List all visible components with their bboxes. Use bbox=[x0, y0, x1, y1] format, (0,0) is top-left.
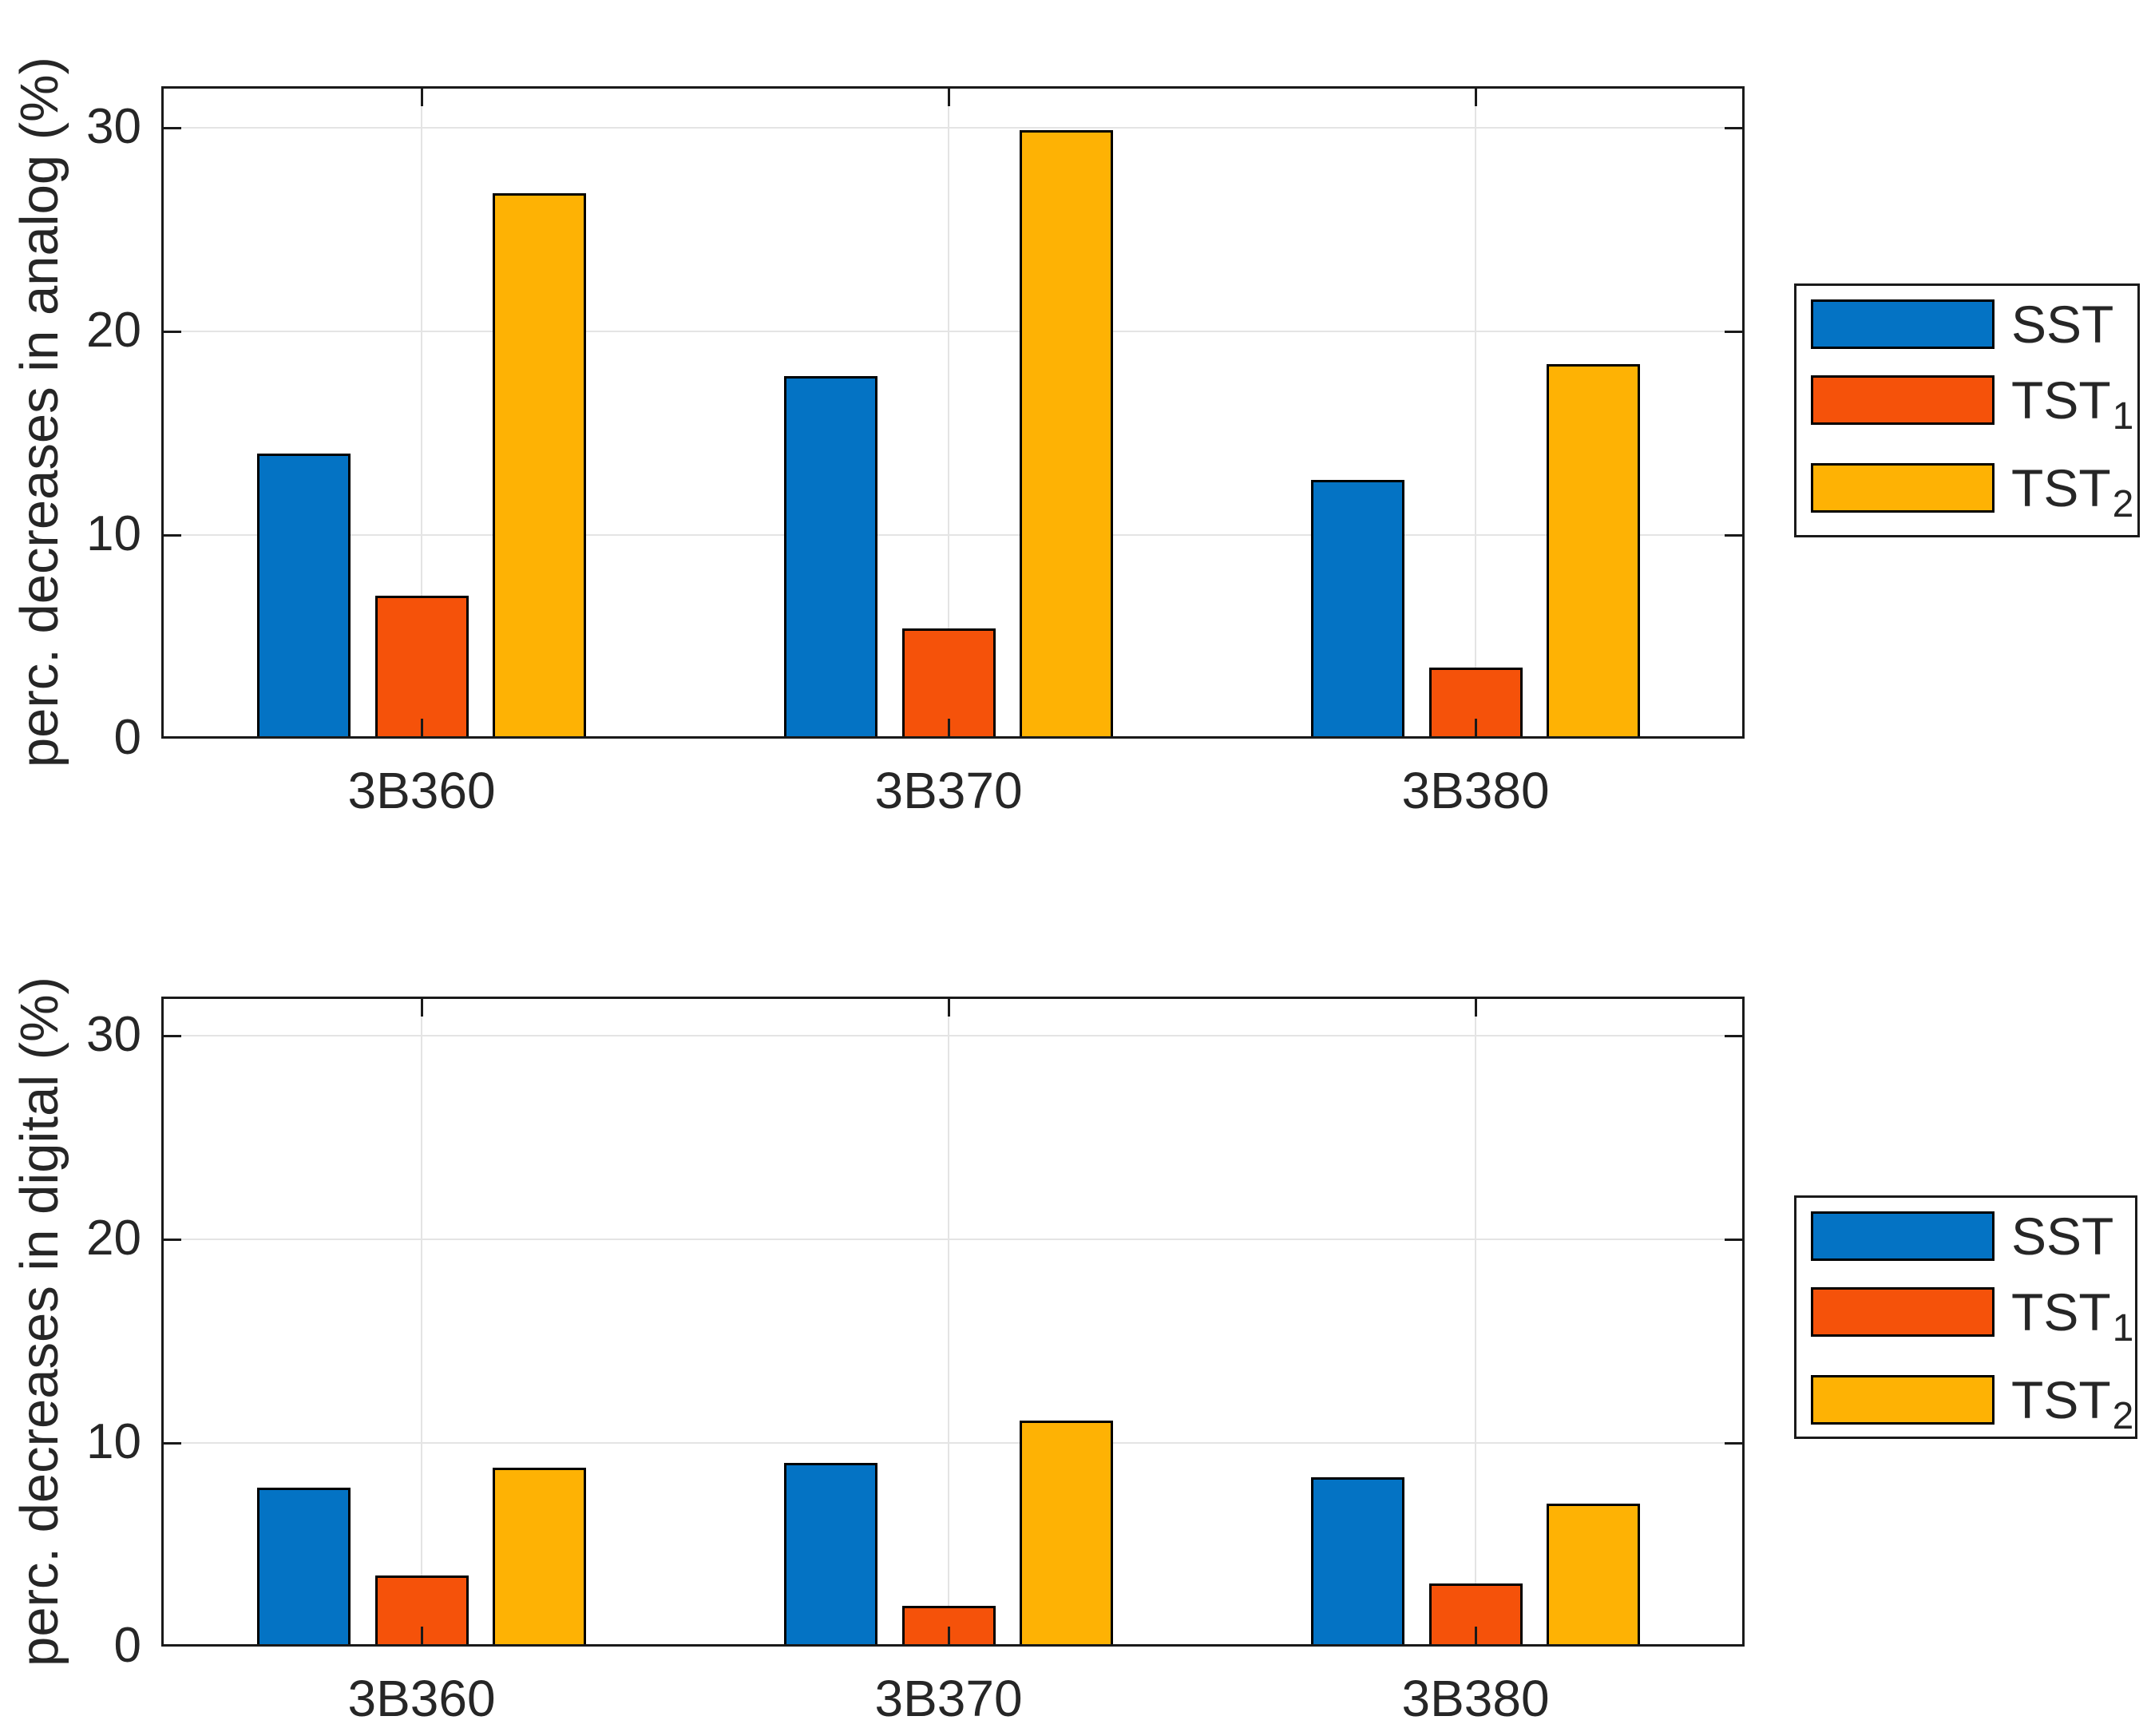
y-tick-mark-left bbox=[164, 331, 181, 333]
bar-digital-3B380-SST bbox=[1311, 1477, 1404, 1647]
legend-series-name: TST bbox=[2011, 458, 2111, 517]
legend-swatch-tst2 bbox=[1811, 1375, 1995, 1425]
gridline-horizontal bbox=[164, 1442, 1742, 1444]
legend-series-name: TST bbox=[2011, 1282, 2111, 1342]
y-axis-label-text: perc. decreases in analog (%) bbox=[10, 57, 69, 768]
x-tick-mark-bottom bbox=[948, 719, 950, 736]
legend-series-subscript: 1 bbox=[2112, 394, 2134, 438]
bar-digital-3B380-TST2 bbox=[1547, 1504, 1640, 1647]
y-axis-label-text: perc. decreases in digital (%) bbox=[10, 977, 69, 1667]
gridline-vertical bbox=[948, 999, 949, 1644]
bar-analog-3B360-SST bbox=[257, 454, 351, 739]
bar-analog-3B360-TST2 bbox=[493, 193, 586, 739]
x-category-label: 3B360 bbox=[347, 1670, 496, 1727]
legend-swatch-tst1 bbox=[1811, 375, 1995, 425]
bar-digital-3B360-SST bbox=[257, 1488, 351, 1647]
y-tick-mark-left bbox=[164, 1442, 181, 1445]
bar-analog-3B370-TST2 bbox=[1020, 130, 1113, 739]
x-tick-mark-bottom bbox=[948, 1627, 950, 1644]
bar-analog-3B370-SST bbox=[784, 376, 877, 739]
y-tick-mark-right bbox=[1725, 1442, 1742, 1445]
legend-swatch-sst bbox=[1811, 1211, 1995, 1261]
x-tick-mark-bottom bbox=[1475, 719, 1477, 736]
gridline-vertical bbox=[1475, 999, 1476, 1644]
bar-analog-3B380-TST2 bbox=[1547, 364, 1640, 739]
y-tick-mark-right bbox=[1725, 534, 1742, 537]
legend-series-name: TST bbox=[2011, 371, 2111, 430]
y-tick-label: 20 bbox=[86, 1211, 141, 1266]
bar-analog-3B360-TST1 bbox=[374, 596, 469, 739]
x-category-label: 3B360 bbox=[347, 762, 496, 819]
x-tick-mark-top bbox=[1475, 89, 1477, 106]
x-category-label: 3B380 bbox=[1401, 1670, 1550, 1727]
y-tick-mark-left bbox=[164, 534, 181, 537]
y-tick-label: 20 bbox=[86, 303, 141, 358]
gridline-vertical bbox=[948, 89, 949, 736]
x-tick-mark-top bbox=[421, 999, 423, 1017]
legend-series-name: SST bbox=[2011, 295, 2114, 354]
gridline-horizontal bbox=[164, 1035, 1742, 1036]
y-tick-label: 30 bbox=[86, 99, 141, 154]
gridline-vertical bbox=[1475, 89, 1476, 736]
y-tick-label: 10 bbox=[86, 506, 141, 561]
gridline-horizontal bbox=[164, 331, 1742, 332]
legend-series-subscript: 2 bbox=[2112, 482, 2134, 525]
x-tick-mark-top bbox=[948, 999, 950, 1017]
legend-swatch-sst bbox=[1811, 299, 1995, 349]
x-tick-mark-top bbox=[948, 89, 950, 106]
x-tick-mark-top bbox=[421, 89, 423, 106]
gridline-horizontal bbox=[164, 1239, 1742, 1240]
plot-area-digital bbox=[161, 997, 1745, 1647]
legend-series-subscript: 1 bbox=[2112, 1306, 2134, 1350]
legend-series-name: TST bbox=[2011, 1370, 2111, 1429]
y-axis-label-analog: perc. decreases in analog (%) bbox=[2, 57, 77, 767]
legend-swatch-tst2 bbox=[1811, 463, 1995, 513]
y-tick-label: 30 bbox=[86, 1007, 141, 1062]
y-tick-label: 0 bbox=[113, 1618, 141, 1673]
bar-analog-3B380-SST bbox=[1311, 480, 1404, 739]
legend-label-tst2: TST 2 bbox=[2011, 1369, 2133, 1437]
y-tick-label: 10 bbox=[86, 1414, 141, 1469]
y-tick-mark-right bbox=[1725, 331, 1742, 333]
bar-digital-3B360-TST2 bbox=[493, 1468, 586, 1647]
legend-series-subscript: 2 bbox=[2112, 1394, 2134, 1437]
x-tick-mark-top bbox=[1475, 999, 1477, 1017]
legend-swatch-tst1 bbox=[1811, 1287, 1995, 1337]
bar-digital-3B370-SST bbox=[784, 1463, 877, 1647]
y-tick-label: 0 bbox=[113, 710, 141, 765]
gridline-horizontal bbox=[164, 127, 1742, 129]
y-tick-mark-right bbox=[1725, 1035, 1742, 1037]
legend-series-name: SST bbox=[2011, 1207, 2114, 1266]
y-tick-mark-left bbox=[164, 127, 181, 129]
legend-label-sst: SST bbox=[2011, 1205, 2113, 1267]
y-tick-mark-left bbox=[164, 1035, 181, 1037]
x-tick-mark-bottom bbox=[421, 1627, 423, 1644]
legend-label-sst: SST bbox=[2011, 293, 2113, 355]
legend-label-tst1: TST 1 bbox=[2011, 369, 2133, 438]
gridline-vertical bbox=[421, 999, 422, 1644]
y-tick-mark-left bbox=[164, 1239, 181, 1241]
x-category-label: 3B380 bbox=[1401, 762, 1550, 819]
x-tick-mark-bottom bbox=[1475, 1627, 1477, 1644]
legend-label-tst1: TST 1 bbox=[2011, 1281, 2133, 1350]
y-axis-label-digital: perc. decreases in digital (%) bbox=[2, 977, 77, 1667]
gridline-vertical bbox=[421, 89, 422, 736]
x-category-label: 3B370 bbox=[874, 1670, 1023, 1727]
x-category-label: 3B370 bbox=[874, 762, 1023, 819]
gridline-horizontal bbox=[164, 534, 1742, 536]
bar-digital-3B370-TST2 bbox=[1020, 1421, 1113, 1647]
y-tick-mark-right bbox=[1725, 127, 1742, 129]
legend-label-tst2: TST 2 bbox=[2011, 457, 2133, 525]
x-tick-mark-bottom bbox=[421, 719, 423, 736]
y-tick-mark-right bbox=[1725, 1239, 1742, 1241]
